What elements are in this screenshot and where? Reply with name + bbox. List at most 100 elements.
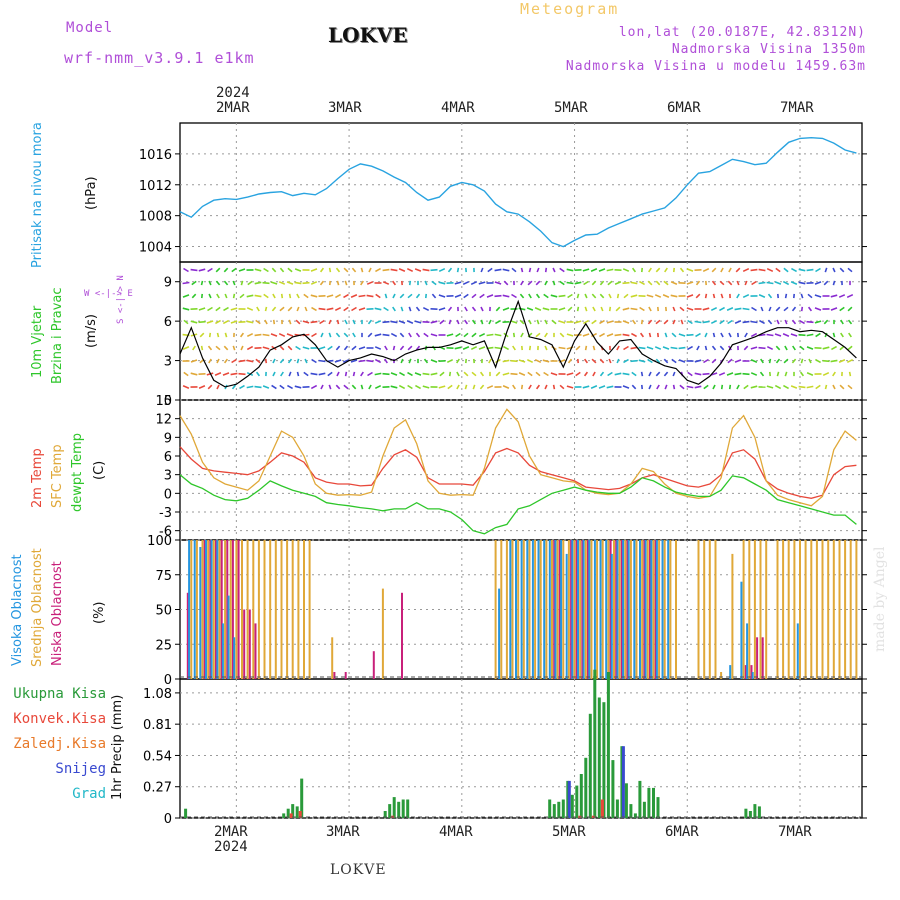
cloud-high-bar bbox=[639, 540, 641, 679]
wind-arrow bbox=[366, 294, 374, 298]
cloud-high-bar bbox=[644, 540, 647, 679]
wind-arrow bbox=[288, 319, 292, 325]
wind-arrow bbox=[343, 267, 349, 273]
wind-arrow bbox=[599, 293, 605, 299]
wind-arrow bbox=[256, 306, 260, 312]
wind-arrow bbox=[424, 280, 428, 286]
wind-arrow bbox=[375, 267, 381, 273]
wind-arrow bbox=[478, 346, 486, 350]
cloud-low-bar bbox=[570, 540, 573, 679]
wind-arrow bbox=[655, 319, 661, 325]
wind-arrow bbox=[559, 280, 565, 286]
wind-arrow bbox=[711, 345, 717, 351]
cloud-low-bar bbox=[243, 609, 246, 679]
wind-arrow bbox=[591, 332, 597, 338]
wind-arrow bbox=[631, 332, 637, 338]
wind-arrow bbox=[231, 358, 237, 364]
wind-arrow bbox=[198, 385, 206, 389]
wind-arrow bbox=[302, 346, 310, 350]
y-tick-label: 0 bbox=[164, 487, 172, 502]
wind-arrow bbox=[223, 358, 229, 364]
wind-arrow bbox=[672, 319, 676, 325]
wind-arrow bbox=[598, 268, 606, 272]
wind-arrow bbox=[320, 384, 324, 390]
wind-arrow bbox=[728, 332, 732, 338]
wind-arrow bbox=[222, 319, 230, 325]
wind-arrow bbox=[583, 319, 589, 325]
wind-arrow bbox=[544, 280, 548, 286]
wind-arrow bbox=[544, 319, 548, 325]
cloud-high-bar bbox=[796, 623, 799, 679]
precip-total-bar bbox=[611, 760, 615, 818]
y-tick-label: 3 bbox=[164, 469, 172, 484]
wind-arrow bbox=[246, 307, 254, 311]
wind-arrow bbox=[326, 307, 334, 311]
wind-arrow bbox=[262, 333, 270, 337]
wind-arrow bbox=[648, 384, 652, 390]
wind-arrow bbox=[280, 371, 284, 377]
precip-total-bar bbox=[406, 799, 410, 818]
wind-arrow bbox=[512, 384, 516, 390]
wind-arrow bbox=[415, 306, 421, 312]
wind-arrow bbox=[678, 359, 686, 363]
cloud-mid-bar bbox=[652, 540, 655, 679]
wind-arrow bbox=[832, 280, 836, 286]
wind-arrow bbox=[814, 307, 822, 311]
y-tick-label: 6 bbox=[164, 315, 172, 330]
precip-convective-bar bbox=[298, 811, 302, 818]
wind-arrow bbox=[216, 332, 220, 338]
wind-arrow bbox=[318, 307, 326, 311]
precip-convective-bar bbox=[289, 813, 293, 818]
wind-arrow bbox=[606, 385, 614, 389]
wind-arrow bbox=[207, 345, 213, 351]
wind-arrow bbox=[406, 267, 414, 273]
wind-arrow bbox=[846, 293, 854, 299]
tick-top-3mar: 3MAR bbox=[328, 100, 362, 116]
wind-arrow bbox=[455, 332, 461, 338]
wind-arrow bbox=[494, 268, 502, 272]
wind-arrow bbox=[494, 346, 502, 350]
wind-arrow bbox=[439, 371, 445, 377]
wind-arrow bbox=[390, 372, 398, 376]
wind-arrow bbox=[591, 358, 597, 364]
cloud-high-bar bbox=[221, 623, 224, 679]
wind-arrow bbox=[783, 306, 789, 312]
wind-arrow bbox=[566, 268, 574, 272]
wind-arrow bbox=[807, 293, 813, 299]
wind-arrow bbox=[711, 358, 717, 364]
wind-arrow bbox=[287, 358, 293, 364]
y-tick-label: -6 bbox=[159, 525, 172, 540]
wind-arrow bbox=[656, 384, 660, 390]
precip-total-bar bbox=[570, 794, 574, 818]
cloud-high-bar bbox=[667, 540, 670, 679]
wind-arrow bbox=[367, 319, 373, 325]
wind-arrow bbox=[719, 306, 725, 312]
wind-arrow bbox=[648, 306, 652, 312]
precip-total-bar bbox=[300, 778, 304, 818]
cloud-high-bar bbox=[543, 540, 546, 679]
wind-arrow bbox=[486, 294, 494, 298]
cloud-mid-bar bbox=[207, 540, 210, 679]
wind-speed-line bbox=[179, 299, 857, 388]
wind-arrow bbox=[840, 332, 844, 338]
wind-arrow bbox=[391, 280, 397, 286]
wind-arrow bbox=[255, 371, 261, 377]
wind-arrow bbox=[558, 320, 566, 324]
wind-arrow bbox=[200, 345, 204, 351]
cloud-high-bar bbox=[554, 540, 557, 679]
wind-arrow bbox=[430, 372, 438, 376]
precip-total-bar bbox=[629, 804, 633, 818]
wind-arrow bbox=[470, 280, 478, 286]
wind-arrow bbox=[510, 372, 518, 376]
wind-arrow bbox=[288, 293, 292, 299]
wind-arrow bbox=[711, 280, 717, 286]
wind-arrow bbox=[838, 294, 846, 298]
cloud-high-bar bbox=[188, 540, 191, 679]
wind-arrow bbox=[630, 281, 638, 285]
wind-arrow bbox=[390, 385, 398, 389]
wind-arrow bbox=[806, 346, 814, 350]
station-title: LOKVE bbox=[328, 23, 408, 47]
wind-arrow bbox=[822, 371, 830, 377]
wind-arrow bbox=[799, 319, 805, 325]
cloud-high-bar bbox=[633, 540, 636, 679]
